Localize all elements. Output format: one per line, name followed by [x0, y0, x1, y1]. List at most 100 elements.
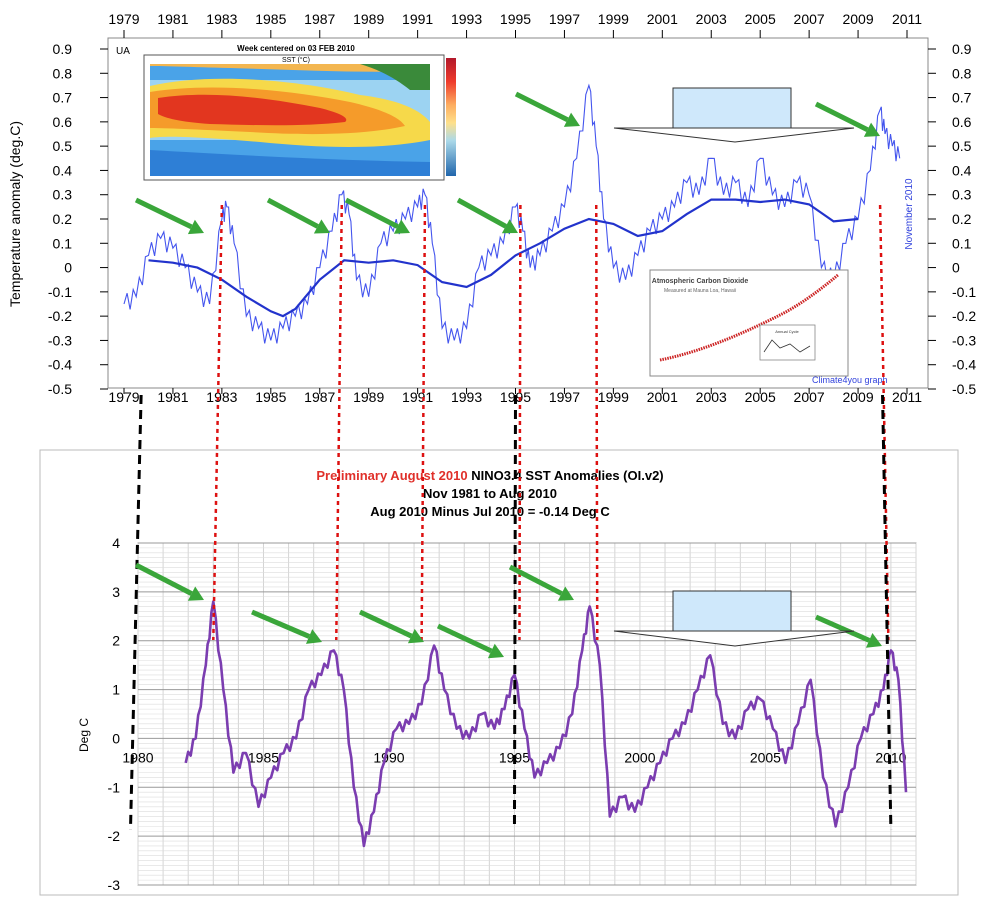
top-y-tick-label-left: -0.1 [48, 284, 72, 300]
top-x-tick-label-bottom: 2007 [794, 389, 825, 405]
top-x-tick-label-top: 1981 [157, 11, 188, 27]
bottom-y-tick-label: 2 [112, 633, 120, 649]
top-x-tick-label-top: 2009 [842, 11, 873, 27]
co2-inset-title: Atmospheric Carbon Dioxide [652, 278, 749, 285]
bottom-grid [137, 542, 917, 886]
top-x-tick-label-bottom: 1981 [157, 389, 188, 405]
bottom-x-tick-label: 2005 [750, 749, 781, 765]
co2-inset: Atmospheric Carbon Dioxide Measured at M… [649, 269, 849, 377]
top-y-tick-label-left: -0.2 [48, 308, 72, 324]
green-arrow-shaft [814, 101, 869, 132]
top-y-tick-label-right: 0.3 [952, 187, 972, 203]
bottom-y-ticks: 4 3 2 1 0 -1 -2 -3 [108, 535, 121, 893]
top-x-ticks-top: 1979 1981 1983 1985 1987 1989 1991 1993 1995 1997… [108, 11, 922, 38]
green-arrow-shaft [436, 623, 493, 654]
down-arrow-top [613, 87, 855, 143]
sst-inset-subtitle: SST (°C) [282, 56, 310, 64]
top-x-tick-label-top: 1983 [206, 11, 237, 27]
green-arrow-head [393, 219, 410, 234]
bottom-subtitle-change: Aug 2010 Minus Jul 2010 = -0.14 Deg C [370, 504, 610, 519]
top-x-tick-label-bottom: 2005 [745, 389, 776, 405]
top-x-tick-label-top: 1987 [304, 11, 335, 27]
top-y-ticks-left: 0.9 0.8 0.7 0.6 0.5 0.4 0.3 0.2 0.1 0 -0.1 -0.2 -0.3… [48, 41, 108, 397]
top-x-tick-label-top: 1995 [500, 11, 531, 27]
co2-inset-subtitle: Measured at Mauna Loa, Hawaii [664, 288, 736, 294]
green-arrow-head [407, 628, 424, 644]
green-arrow-head [557, 586, 574, 601]
bottom-y-tick-label: -1 [108, 779, 121, 795]
green-arrow-shaft [344, 197, 399, 229]
green-arrow-shaft [456, 197, 507, 229]
sst-inset: Week centered on 03 FEB 2010 SST (°C) [143, 44, 456, 181]
top-y-tick-label-right: -0.1 [952, 284, 976, 300]
red-guide-line [420, 204, 427, 641]
top-y-tick-label-left: -0.5 [48, 381, 72, 397]
top-x-tick-label-top: 1999 [598, 11, 629, 27]
bottom-y-axis-label: Deg C [77, 718, 91, 752]
green-arrow-shaft [266, 197, 319, 229]
bottom-title-red: Preliminary August 2010 [316, 468, 467, 483]
top-x-tick-label-bottom: 2009 [842, 389, 873, 405]
top-y-tick-label-right: 0.8 [952, 65, 972, 81]
black-guide-line [881, 394, 893, 831]
top-x-tick-label-top: 1985 [255, 11, 286, 27]
red-guide-line [335, 204, 344, 641]
top-corner-label: UA [116, 46, 130, 57]
top-y-tick-label-right: 0.2 [952, 211, 972, 227]
green-arrow-head [865, 633, 882, 648]
top-series-monthly [123, 83, 901, 344]
bottom-x-tick-label: 1990 [373, 749, 404, 765]
top-x-ticks-bottom: 1979198119831985198719891991199319951997… [108, 388, 922, 405]
green-arrow-head [187, 586, 204, 601]
top-x-tick-label-bottom: 1979 [108, 389, 139, 405]
bottom-series-nino34 [184, 600, 908, 848]
green-arrow-head [487, 643, 504, 659]
top-y-tick-label-left: 0.4 [53, 162, 73, 178]
top-x-tick-label-bottom: 1983 [206, 389, 237, 405]
top-y-axis-label: Temperature anomaly (deg.C) [7, 121, 23, 307]
bottom-y-tick-label: -3 [108, 877, 121, 893]
top-x-tick-label-bottom: 2001 [647, 389, 678, 405]
top-x-tick-label-bottom: 1999 [598, 389, 629, 405]
top-x-tick-label-bottom: 1997 [549, 389, 580, 405]
top-y-tick-label-left: 0.5 [53, 138, 73, 154]
bottom-title-rest: NINO3.4 SST Anomalies (OI.v2) [468, 468, 664, 483]
green-arrow-head [187, 219, 204, 235]
top-y-ticks-right: 0.9 0.8 0.7 0.6 0.5 0.4 0.3 0.2 0.1 0 -0.1 -0.2 -0.3… [928, 41, 976, 397]
top-x-tick-label-bottom: 1993 [451, 389, 482, 405]
top-x-tick-label-top: 1979 [108, 11, 139, 27]
top-x-tick-label-bottom: 2003 [696, 389, 727, 405]
co2-sub-inset-title: Annual Cycle [775, 329, 799, 334]
top-x-tick-label-bottom: 2011 [892, 389, 922, 405]
top-x-tick-label-top: 1989 [353, 11, 384, 27]
black-guide-line [128, 394, 143, 831]
sst-inset-title: Week centered on 03 FEB 2010 [237, 44, 355, 53]
bottom-subtitle-period: Nov 1981 to Aug 2010 [423, 486, 557, 501]
top-y-tick-label-right: -0.4 [952, 357, 976, 373]
bottom-y-tick-label: 4 [112, 535, 120, 551]
green-arrow-head [305, 629, 322, 644]
bottom-y-tick-label: -2 [108, 828, 121, 844]
top-y-tick-label-left: 0.6 [53, 114, 73, 130]
top-y-tick-label-right: 0.5 [952, 138, 972, 154]
top-y-tick-label-left: -0.3 [48, 332, 72, 348]
bottom-x-ticks: 1980198519901995200020052010 [122, 749, 906, 765]
top-y-tick-label-left: 0.7 [53, 90, 73, 106]
green-arrow-shaft [358, 609, 413, 639]
top-y-tick-label-right: 0.9 [952, 41, 972, 57]
green-arrow-head [563, 112, 580, 127]
top-y-tick-label-left: -0.4 [48, 357, 72, 373]
down-arrow-bottom [613, 590, 855, 647]
top-y-tick-label-right: 0 [952, 260, 960, 276]
top-y-tick-label-right: 0.4 [952, 162, 972, 178]
top-x-tick-label-top: 2001 [647, 11, 678, 27]
credit-label: Climate4you graph [812, 375, 888, 385]
green-arrow-head [863, 122, 880, 137]
top-y-tick-label-left: 0.1 [53, 235, 73, 251]
bottom-y-tick-label: 3 [112, 584, 120, 600]
top-y-tick-label-left: 0.8 [53, 65, 73, 81]
top-y-tick-label-right: -0.5 [952, 381, 976, 397]
top-y-tick-label-left: 0.3 [53, 187, 73, 203]
top-x-tick-label-bottom: 1987 [304, 389, 335, 405]
